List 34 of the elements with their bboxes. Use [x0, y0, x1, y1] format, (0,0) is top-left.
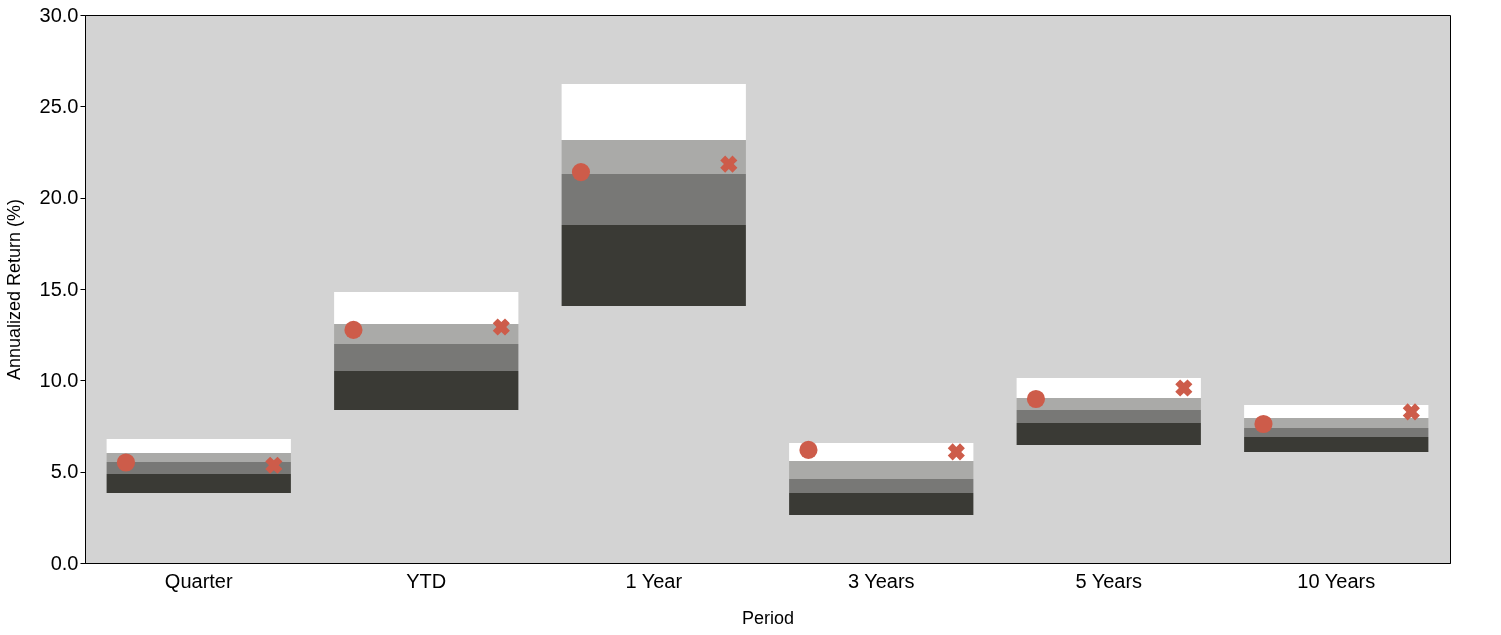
bar: [789, 461, 974, 479]
bar: [561, 84, 746, 140]
bar: [561, 225, 746, 306]
bar: [1016, 398, 1201, 410]
x-tick-label: 5 Years: [1075, 569, 1143, 592]
bar: [1016, 423, 1201, 445]
y-axis-title: Annualized Return (%): [3, 198, 24, 381]
bar: [106, 474, 291, 494]
bar: [1244, 428, 1429, 437]
y-tick-label: 30.0: [39, 3, 79, 26]
y-tick-label: 25.0: [39, 94, 79, 117]
x-tick-label: 10 Years: [1297, 569, 1376, 592]
x-tick-label: Quarter: [164, 569, 233, 592]
bar: [334, 371, 519, 410]
x-axis-title: Period: [741, 607, 795, 628]
y-tick-label: 10.0: [39, 368, 79, 391]
bar: [334, 291, 519, 325]
x-tick-label: YTD: [406, 569, 447, 592]
bar: [561, 139, 746, 174]
x-tick-label: 3 Years: [847, 569, 915, 592]
bar: [561, 173, 746, 226]
bar: [789, 493, 974, 515]
y-tick-label: 15.0: [39, 277, 79, 300]
bar: [106, 438, 291, 454]
bar: [789, 478, 974, 494]
bar: [1016, 377, 1201, 399]
bar: [1244, 436, 1429, 452]
x-tick-label: 1 Year: [625, 569, 683, 592]
y-tick-label: 5.0: [50, 460, 79, 483]
bar: [334, 343, 519, 372]
bar: [1244, 404, 1429, 418]
bar: [1016, 409, 1201, 424]
y-tick-label: 20.0: [39, 186, 79, 209]
y-tick-label: 0.0: [50, 551, 79, 574]
